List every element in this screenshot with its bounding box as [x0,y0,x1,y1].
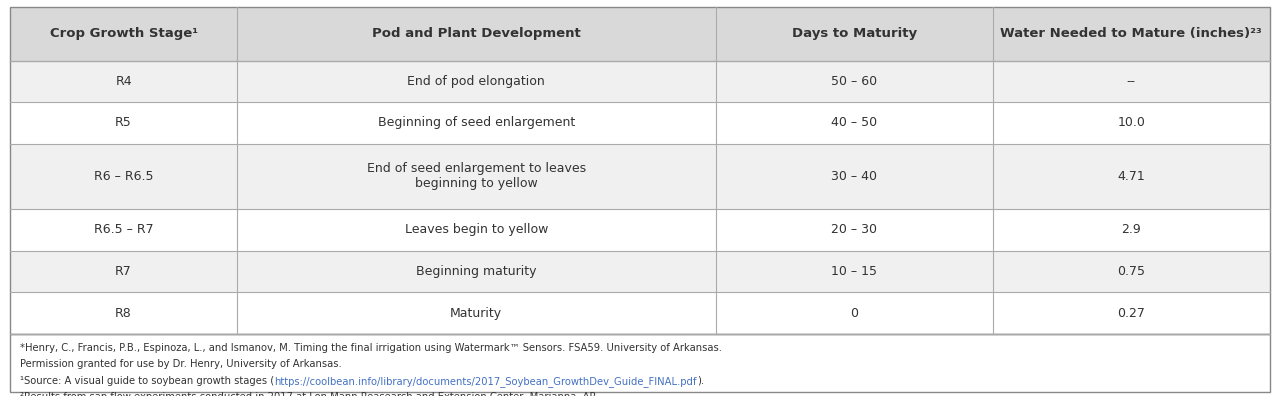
Text: Water Needed to Mature (inches)²³: Water Needed to Mature (inches)²³ [1001,27,1262,40]
Text: 40 – 50: 40 – 50 [831,116,877,129]
Text: R5: R5 [115,116,132,129]
Text: *Henry, C., Francis, P.B., Espinoza, L., and Ismanov, M. Timing the final irriga: *Henry, C., Francis, P.B., Espinoza, L.,… [20,343,722,352]
Bar [10,334,1270,392]
Bar [10,7,1270,334]
Text: 0.75: 0.75 [1117,265,1146,278]
Bar [10,292,1270,334]
Bar [10,209,1270,251]
Text: 4.71: 4.71 [1117,170,1146,183]
Bar [10,144,1270,209]
Text: Beginning maturity: Beginning maturity [416,265,536,278]
Text: R6.5 – R7: R6.5 – R7 [93,223,154,236]
Text: 0: 0 [850,307,858,320]
Text: R8: R8 [115,307,132,320]
Bar [10,102,1270,144]
Text: 10.0: 10.0 [1117,116,1146,129]
Text: 2.9: 2.9 [1121,223,1140,236]
Bar [10,7,1270,61]
Text: Maturity: Maturity [451,307,502,320]
Bar [10,251,1270,292]
Text: R7: R7 [115,265,132,278]
Text: https://coolbean.info/library/documents/2017_Soybean_GrowthDev_Guide_FINAL.pdf: https://coolbean.info/library/documents/… [275,376,698,387]
Text: R6 – R6.5: R6 – R6.5 [93,170,154,183]
Text: 0.27: 0.27 [1117,307,1146,320]
Text: ).: ). [698,376,704,386]
Text: End of pod elongation: End of pod elongation [407,75,545,88]
Text: Beginning of seed enlargement: Beginning of seed enlargement [378,116,575,129]
Text: 20 – 30: 20 – 30 [831,223,877,236]
Text: R4: R4 [115,75,132,88]
Text: Permission granted for use by Dr. Henry, University of Arkansas.: Permission granted for use by Dr. Henry,… [20,359,342,369]
Bar [10,61,1270,102]
Text: 10 – 15: 10 – 15 [831,265,877,278]
Text: Leaves begin to yellow: Leaves begin to yellow [404,223,548,236]
Text: Pod and Plant Development: Pod and Plant Development [372,27,581,40]
Text: ²Results from sap flow experiments conducted in 2017 at Lon Mann Reasearch and E: ²Results from sap flow experiments condu… [20,392,600,396]
Text: 50 – 60: 50 – 60 [831,75,877,88]
Text: Days to Maturity: Days to Maturity [791,27,916,40]
Text: ¹Source: A visual guide to soybean growth stages (: ¹Source: A visual guide to soybean growt… [20,376,275,386]
Text: --: -- [1126,75,1135,88]
Text: End of seed enlargement to leaves
beginning to yellow: End of seed enlargement to leaves beginn… [366,162,586,190]
Text: 30 – 40: 30 – 40 [831,170,877,183]
Text: Crop Growth Stage¹: Crop Growth Stage¹ [50,27,197,40]
